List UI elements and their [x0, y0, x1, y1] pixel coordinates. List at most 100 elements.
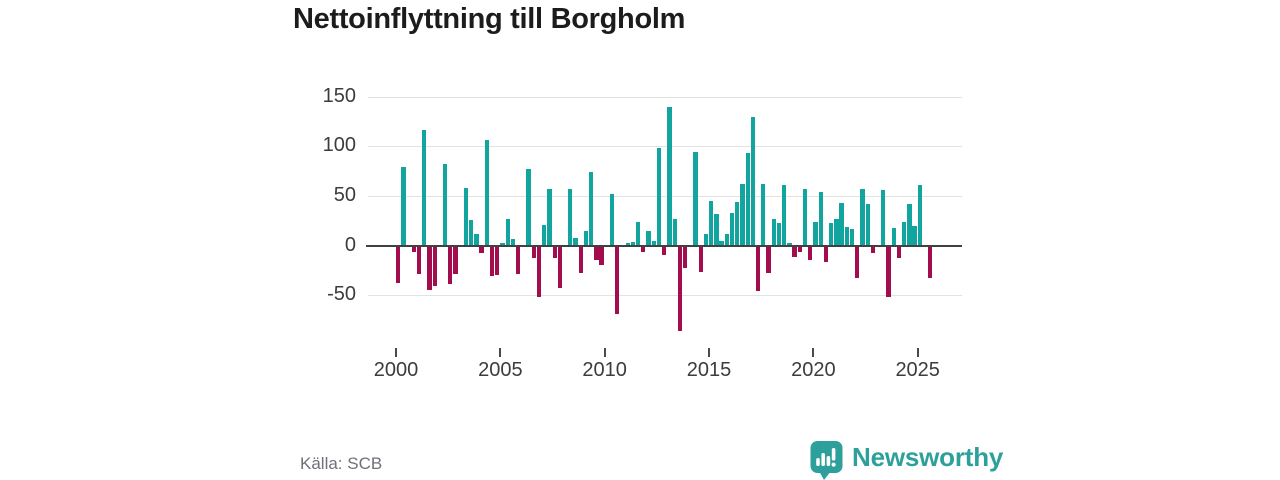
bar	[855, 246, 860, 279]
bar	[771, 218, 776, 247]
bar	[844, 226, 849, 247]
bar	[609, 193, 615, 247]
bar	[823, 246, 829, 263]
bar	[599, 246, 604, 266]
bar	[682, 246, 688, 269]
bar	[703, 233, 709, 247]
bar	[761, 184, 766, 247]
bar	[755, 246, 761, 292]
bar	[531, 246, 536, 259]
bar	[782, 185, 787, 247]
bar	[578, 246, 583, 274]
x-axis-tick	[395, 348, 397, 357]
y-axis-label: 0	[344, 233, 356, 256]
x-axis-tick	[812, 348, 815, 357]
bar	[552, 246, 557, 259]
bar	[401, 167, 406, 247]
bar	[646, 230, 651, 247]
bar	[729, 212, 735, 247]
x-axis-label: 2025	[895, 359, 940, 381]
bar	[740, 184, 745, 247]
bar	[396, 246, 401, 284]
source-note: Källa: SCB	[300, 454, 383, 473]
bar	[886, 246, 891, 298]
bar	[489, 246, 495, 277]
bar	[583, 230, 589, 247]
bar	[719, 240, 724, 247]
bar	[625, 242, 630, 247]
bar	[500, 242, 505, 247]
bar	[505, 218, 510, 247]
bar	[542, 224, 547, 247]
bar	[495, 246, 500, 276]
bar	[865, 203, 870, 247]
bar	[672, 218, 677, 247]
bar	[834, 218, 839, 247]
bar	[808, 246, 813, 261]
bar	[573, 237, 578, 247]
y-axis-label: 150	[322, 84, 356, 107]
y-axis-label: 50	[333, 183, 356, 206]
bar	[656, 148, 662, 247]
bar	[510, 238, 516, 247]
bar	[745, 153, 750, 247]
newsworthy-logo[interactable]: Newsworthy	[810, 440, 1003, 480]
zero-line	[366, 245, 962, 247]
newsworthy-logo-icon	[810, 441, 843, 480]
bar	[432, 246, 437, 287]
bar	[469, 219, 474, 247]
bar	[547, 188, 552, 247]
bar	[724, 233, 729, 247]
bar	[479, 246, 484, 254]
bar	[568, 188, 573, 247]
bar	[849, 228, 855, 247]
bar	[677, 246, 682, 331]
bar	[907, 203, 912, 247]
bar	[635, 221, 641, 247]
x-axis-label: 2005	[478, 359, 523, 381]
x-axis-tick	[499, 348, 502, 357]
gridline	[368, 195, 962, 197]
bar	[802, 188, 808, 247]
y-axis-label: -50	[327, 283, 356, 306]
x-axis-label: 2015	[686, 359, 732, 381]
bar	[714, 213, 719, 247]
newsworthy-logo-text: Newsworthy	[852, 442, 1004, 472]
bar	[589, 172, 594, 247]
bar	[787, 242, 792, 247]
bar	[839, 202, 844, 247]
bar	[641, 246, 646, 253]
bar	[776, 222, 782, 247]
bar	[813, 221, 818, 247]
gridline	[368, 295, 962, 297]
chart-title: Nettoinflyttning till Borgholm	[293, 3, 686, 35]
bar	[860, 188, 865, 247]
bar	[735, 201, 740, 247]
bar	[526, 169, 531, 247]
bar	[870, 246, 876, 254]
bar	[912, 225, 917, 247]
bar	[750, 116, 756, 247]
bar	[829, 222, 834, 247]
bar	[630, 241, 636, 247]
bar	[818, 191, 823, 247]
bar	[709, 200, 714, 247]
gridline	[368, 146, 962, 148]
bar	[896, 246, 902, 259]
bar	[792, 246, 797, 258]
bar	[928, 246, 933, 279]
bar	[422, 130, 427, 247]
x-axis-tick	[708, 348, 711, 357]
x-axis-label: 2010	[582, 359, 627, 381]
bar	[448, 246, 453, 285]
bar	[411, 246, 416, 253]
bar	[557, 246, 563, 289]
x-axis-tick	[916, 348, 919, 357]
bar	[698, 246, 703, 273]
plot-area: 150 100 50 0 -50 2000 2005 2010 2015 2020 2025	[323, 85, 962, 381]
bar	[427, 246, 432, 291]
bar	[693, 152, 698, 247]
bar	[902, 221, 907, 247]
bar	[453, 246, 458, 275]
bar	[662, 246, 667, 256]
